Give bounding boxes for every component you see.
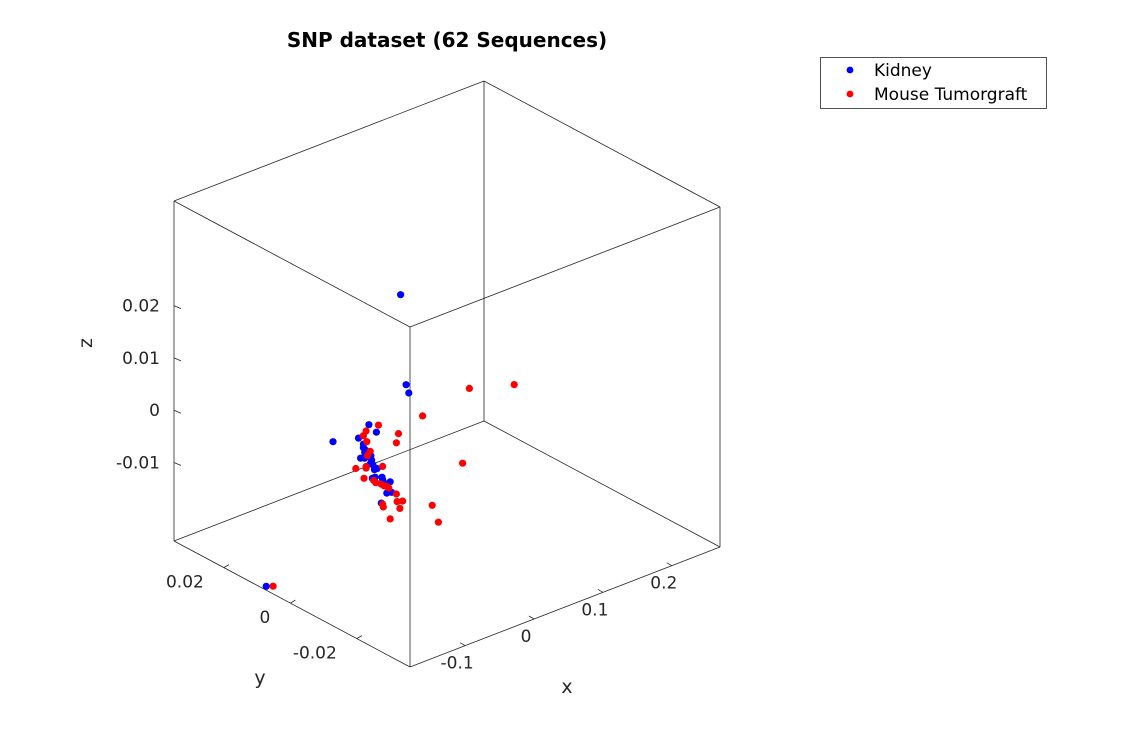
z-tick-label: 0.01	[122, 349, 160, 369]
data-point	[419, 412, 427, 420]
data-point	[362, 464, 370, 472]
data-point	[397, 291, 405, 299]
box-edge	[483, 80, 721, 208]
z-tick-mark	[173, 357, 182, 362]
x-tick-mark	[528, 615, 535, 620]
legend-box	[820, 57, 1047, 109]
data-point	[396, 504, 404, 512]
data-point	[392, 439, 400, 447]
data-point	[402, 381, 410, 389]
z-tick-mark	[173, 409, 182, 414]
box-edge	[173, 80, 485, 202]
z-tick-label: 0	[149, 401, 160, 421]
data-point	[363, 438, 371, 446]
legend-marker-mouse-tumorgraft	[846, 90, 854, 98]
y-tick-label: -0.02	[293, 644, 337, 664]
legend-marker-kidney	[846, 66, 854, 74]
data-point	[465, 384, 473, 392]
x-axis-label: x	[561, 676, 572, 698]
x-tick-label: 0.1	[581, 600, 608, 620]
series-0	[262, 291, 413, 590]
z-axis-label: z	[75, 338, 97, 348]
data-point	[394, 430, 403, 438]
data-point	[392, 490, 400, 498]
z-tick-mark	[173, 305, 182, 309]
data-point	[359, 432, 367, 440]
box-edge	[483, 420, 721, 548]
data-point	[510, 381, 518, 389]
y-tick-mark	[356, 635, 363, 639]
y-tick-mark	[290, 599, 296, 604]
axes-box	[173, 80, 721, 668]
tick-labels: -0.1 0 0.1 0.2 0.02 0 -0.02 0.02 0.01 0 -0.01	[116, 297, 677, 674]
data-point	[365, 421, 373, 429]
x-tick-mark	[666, 562, 672, 567]
chart-title: SNP dataset (62 Sequences)	[287, 28, 607, 52]
data-point	[372, 428, 380, 436]
data-point	[329, 438, 337, 446]
x-tick-label: 0.2	[650, 574, 677, 594]
data-point	[386, 515, 394, 523]
z-tick-label: 0.02	[122, 297, 160, 317]
y-tick-label: 0.02	[166, 573, 204, 593]
data-point	[269, 582, 277, 590]
x-tick-label: -0.1	[441, 654, 474, 674]
y-tick-label: 0	[260, 608, 271, 628]
data-point	[393, 498, 401, 506]
data-point	[399, 497, 407, 505]
x-tick-label: 0	[521, 627, 532, 647]
box-edge	[173, 540, 411, 668]
box-edge	[409, 546, 721, 668]
legend-label-mouse-tumorgraft: Mouse Tumorgraft	[874, 85, 1028, 105]
data-point	[360, 474, 368, 482]
data-point	[405, 389, 413, 397]
legend: Kidney Mouse Tumorgraft	[820, 57, 1047, 109]
data-points	[262, 291, 518, 590]
data-point	[352, 464, 360, 473]
z-tick-mark	[173, 462, 182, 466]
series-1	[269, 381, 518, 590]
x-tick-mark	[597, 588, 604, 593]
data-point	[363, 452, 372, 460]
legend-label-kidney: Kidney	[874, 61, 932, 81]
data-point	[379, 503, 387, 511]
data-point	[372, 479, 380, 487]
data-point	[383, 482, 391, 490]
box-edge	[409, 206, 721, 328]
data-point	[459, 459, 467, 467]
data-point	[379, 462, 387, 470]
data-point	[428, 501, 436, 509]
x-tick-mark	[459, 642, 466, 647]
data-point	[434, 518, 442, 526]
data-point	[373, 465, 381, 473]
z-tick-label: -0.01	[116, 454, 160, 474]
y-axis-label: y	[254, 667, 265, 689]
box-edge	[173, 200, 411, 328]
box-edge	[173, 420, 485, 542]
data-point	[374, 421, 383, 429]
y-tick-mark	[223, 564, 230, 568]
data-point	[262, 582, 270, 590]
